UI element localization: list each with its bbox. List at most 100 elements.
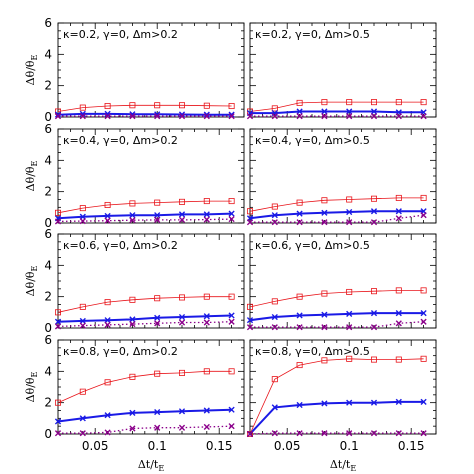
data-point bbox=[79, 218, 86, 225]
data-point bbox=[296, 113, 303, 120]
data-point bbox=[228, 318, 235, 325]
data-point bbox=[104, 379, 111, 386]
data-point bbox=[79, 113, 86, 120]
data-point bbox=[420, 355, 427, 362]
data-point bbox=[154, 408, 161, 416]
data-point bbox=[346, 208, 353, 216]
data-point bbox=[129, 409, 136, 416]
data-point bbox=[54, 430, 62, 437]
data-point bbox=[178, 111, 186, 118]
data-point bbox=[178, 102, 185, 109]
data-point bbox=[104, 212, 111, 220]
data-point bbox=[129, 212, 136, 219]
data-point bbox=[370, 399, 378, 406]
data-point bbox=[79, 415, 86, 422]
x-tick-label: 0.1 bbox=[148, 439, 167, 453]
y-tick-label: 0 bbox=[44, 427, 52, 441]
y-tick-label: 4 bbox=[44, 364, 52, 378]
data-point bbox=[203, 211, 210, 218]
data-point bbox=[246, 108, 253, 115]
data-point bbox=[321, 99, 328, 106]
data-point bbox=[104, 299, 111, 306]
data-point bbox=[203, 113, 210, 120]
y-tick-label: 4 bbox=[44, 153, 52, 167]
data-point bbox=[54, 418, 62, 425]
data-point bbox=[271, 298, 278, 305]
data-point bbox=[296, 210, 303, 217]
y-tick-label: 2 bbox=[44, 290, 52, 304]
data-point bbox=[346, 196, 353, 203]
data-point bbox=[246, 113, 254, 120]
data-point bbox=[79, 317, 86, 325]
series-line-blue-crosses-thick bbox=[57, 212, 232, 220]
data-point bbox=[178, 198, 185, 205]
data-point bbox=[296, 219, 303, 226]
data-point bbox=[246, 324, 254, 331]
panel-4: κ=0.4, γ=0, Δm>0.5 bbox=[246, 128, 437, 226]
data-point bbox=[104, 201, 111, 208]
data-point bbox=[228, 103, 235, 110]
data-point bbox=[271, 212, 278, 219]
data-point bbox=[79, 303, 86, 310]
data-point bbox=[154, 424, 161, 431]
panel-8: 0.05 0.1 0.15 Δt/tE κ=0.8, γ=0, Δm>0.5 bbox=[246, 339, 437, 473]
data-point bbox=[370, 208, 378, 215]
data-point bbox=[129, 373, 136, 380]
panel-title: κ=0.4, γ=0, Δm>0.2 bbox=[63, 134, 178, 147]
data-point bbox=[420, 194, 427, 201]
data-point bbox=[395, 320, 402, 327]
y-tick-label: 6 bbox=[44, 227, 52, 241]
data-point bbox=[420, 310, 427, 317]
panel-title: κ=0.8, γ=0, Δm>0.2 bbox=[63, 345, 178, 358]
data-point bbox=[296, 293, 303, 300]
data-point bbox=[246, 219, 254, 226]
data-point bbox=[228, 111, 235, 118]
panel-3: 0 2 4 6 Δθ/θE κ=0.4, γ=0, Δm>0.2 bbox=[24, 122, 245, 230]
data-point bbox=[178, 216, 186, 223]
data-point bbox=[79, 110, 86, 117]
y-tick-label: 6 bbox=[44, 16, 52, 30]
data-point bbox=[321, 311, 328, 318]
data-point bbox=[79, 205, 86, 212]
y-axis-label: Δθ/θE bbox=[24, 265, 39, 296]
data-point bbox=[228, 113, 235, 120]
series-line-purple-crosses-dotted bbox=[249, 432, 424, 435]
data-point bbox=[420, 398, 427, 405]
data-point bbox=[346, 399, 353, 406]
data-point bbox=[420, 99, 427, 106]
data-point bbox=[228, 215, 235, 223]
data-point bbox=[395, 99, 402, 106]
x-axis-label: Δt/tE bbox=[330, 458, 357, 473]
x-tick-label: 0.15 bbox=[206, 439, 233, 453]
data-point bbox=[395, 287, 402, 294]
data-point bbox=[154, 314, 161, 321]
data-point bbox=[370, 108, 378, 115]
panel-title: κ=0.8, γ=0, Δm>0.5 bbox=[255, 345, 370, 358]
data-point bbox=[203, 111, 210, 118]
data-point bbox=[228, 423, 235, 430]
data-point bbox=[246, 430, 253, 437]
data-point bbox=[154, 113, 161, 120]
data-point bbox=[154, 199, 161, 206]
data-point bbox=[370, 324, 378, 331]
data-point bbox=[154, 295, 161, 302]
data-point bbox=[104, 113, 111, 120]
data-point bbox=[321, 219, 328, 226]
series-line-blue-crosses-thick bbox=[249, 210, 424, 220]
data-point bbox=[296, 99, 303, 106]
data-point bbox=[178, 408, 186, 415]
data-point bbox=[129, 296, 136, 303]
data-point bbox=[104, 429, 111, 436]
y-axis-label: Δθ/θE bbox=[24, 371, 39, 402]
data-point bbox=[203, 293, 210, 300]
data-point bbox=[346, 288, 353, 295]
data-point bbox=[346, 355, 353, 362]
data-point bbox=[228, 312, 235, 319]
x-axis-label: Δt/tE bbox=[138, 458, 165, 473]
data-point bbox=[370, 99, 377, 106]
panel-6: κ=0.6, γ=0, Δm>0.5 bbox=[246, 233, 437, 331]
panel-1: 0 2 4 6 Δθ/θE κ=0.2, γ=0, Δm>0.2 bbox=[24, 16, 245, 124]
data-point bbox=[395, 356, 402, 363]
data-point bbox=[296, 108, 303, 115]
data-point bbox=[271, 404, 278, 411]
